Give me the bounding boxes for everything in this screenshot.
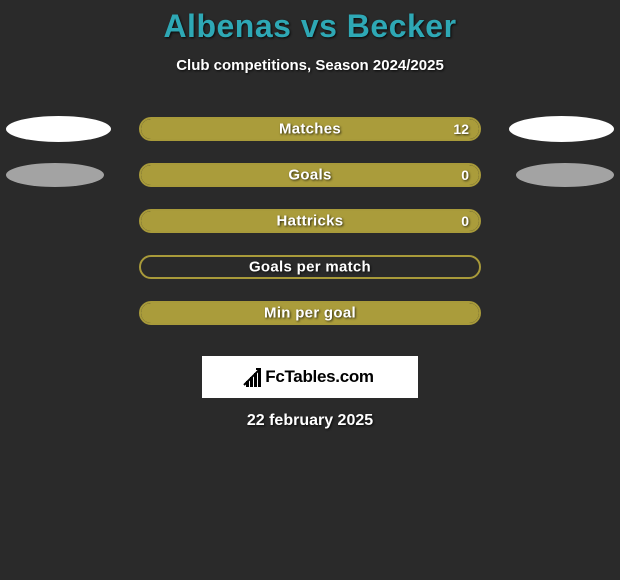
stat-label: Hattricks [141,213,479,230]
stat-value: 12 [453,121,469,137]
comparison-card: Albenas vs Becker Club competitions, Sea… [0,0,620,430]
stat-row-gpm: Goals per match [0,244,620,290]
logo-text: FcTables.com [265,367,374,387]
subtitle: Club competitions, Season 2024/2025 [0,57,620,74]
stat-bar: Min per goal [139,301,481,325]
stat-row-hattricks: Hattricks 0 [0,198,620,244]
player-b-ellipse [509,116,614,142]
player-b-ellipse [516,163,614,187]
logo-arrow-icon [242,365,266,389]
stat-rows: Matches 12 Goals 0 Hattricks 0 [0,106,620,336]
stat-bar: Goals 0 [139,163,481,187]
logo-bars-icon [246,367,261,387]
player-a-ellipse [6,116,111,142]
stat-bar: Goals per match [139,255,481,279]
stat-label: Matches [141,121,479,138]
player-a-ellipse [6,163,104,187]
stat-bar: Hattricks 0 [139,209,481,233]
stat-value: 0 [461,213,469,229]
stat-row-matches: Matches 12 [0,106,620,152]
stat-label: Min per goal [141,305,479,322]
stat-label: Goals per match [141,259,479,276]
stat-value: 0 [461,167,469,183]
stat-row-goals: Goals 0 [0,152,620,198]
stat-label: Goals [141,167,479,184]
stat-bar: Matches 12 [139,117,481,141]
footer-date: 22 february 2025 [0,412,620,430]
stat-row-mpg: Min per goal [0,290,620,336]
branding-box: FcTables.com [202,356,418,398]
page-title: Albenas vs Becker [0,8,620,45]
